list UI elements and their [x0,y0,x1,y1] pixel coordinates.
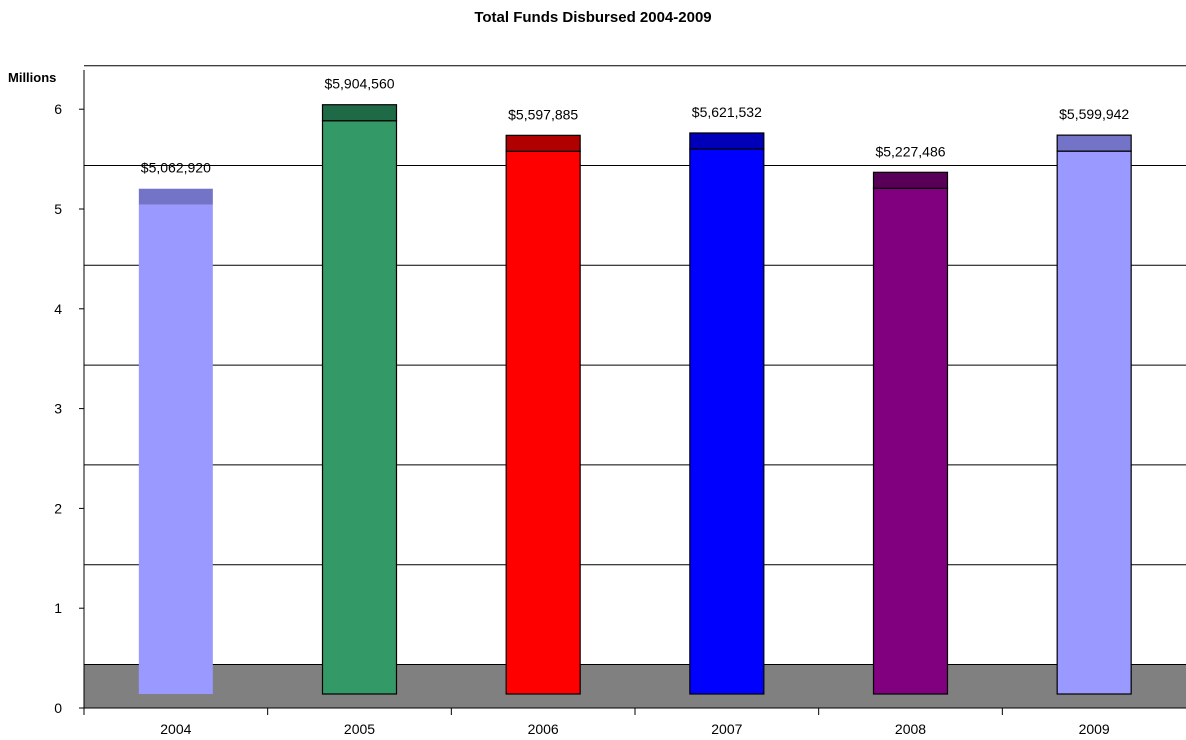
bar-top-2004 [138,188,213,205]
y-tick-label: 1 [54,600,62,616]
bar-2007 [689,148,765,695]
bar-2009 [1056,150,1132,695]
data-label-2004: $5,062,920 [141,160,211,176]
bar-top-2006 [505,134,581,152]
data-label-2007: $5,621,532 [692,104,762,120]
y-tick-label: 5 [54,201,62,217]
y-tick-label: 0 [54,700,62,716]
y-tick-label: 3 [54,401,62,417]
bar-top-2009 [1056,134,1132,152]
data-label-2008: $5,227,486 [875,143,945,159]
x-tick-label: 2004 [160,721,191,737]
data-label-2005: $5,904,560 [324,76,394,92]
x-tick-label: 2008 [895,721,926,737]
chart-title: Total Funds Disbursed 2004-2009 [474,9,711,26]
data-label-2009: $5,599,942 [1059,106,1129,122]
y-tick-label: 2 [54,500,62,516]
bar-top-2008 [872,171,949,189]
data-label-2006: $5,597,885 [508,106,578,122]
bar-2005 [321,120,398,695]
y-tick-label: 6 [54,101,62,117]
x-tick-label: 2006 [528,721,559,737]
y-axis-unit-label: Millions [8,70,56,85]
bar-top-2005 [321,104,398,122]
chart-floor [84,664,1186,708]
x-tick-label: 2005 [344,721,375,737]
gridlines [84,65,1186,566]
labels: 0 1 2 3 4 5 6 2004 $5,062,920 2005 $5,904,560 2006 $… [54,76,1129,737]
bar-top-2007 [689,132,765,150]
y-tick-label: 4 [54,301,62,317]
bars [138,104,1132,695]
bar-2004 [138,204,213,694]
axes [79,70,1186,715]
x-tick-label: 2009 [1079,721,1110,737]
floor-panel [84,664,1186,708]
bar-2006 [505,150,581,695]
bar-2008 [872,187,949,695]
x-tick-label: 2007 [711,721,742,737]
